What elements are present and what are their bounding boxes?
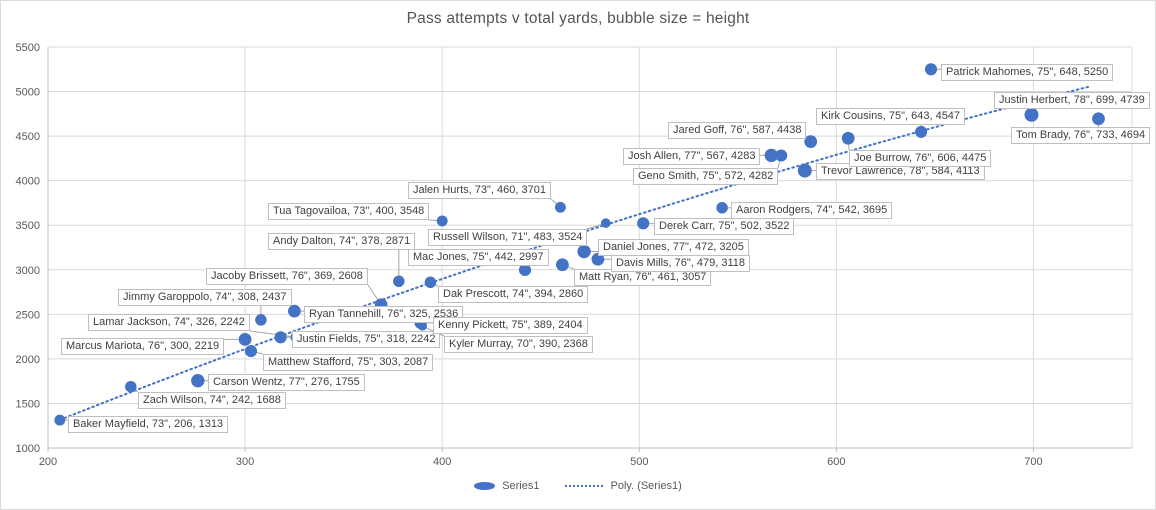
x-axis-tick-label: 500 <box>630 456 648 468</box>
y-axis-tick-label: 2500 <box>16 309 40 321</box>
y-axis-tick-label: 4000 <box>16 176 40 188</box>
y-axis-tick-label: 5500 <box>16 42 40 54</box>
data-label-russell-wilson[interactable]: Russell Wilson, 71", 483, 3524 <box>428 229 588 246</box>
bubble-josh-allen[interactable] <box>764 148 778 163</box>
data-label-aaron-rodgers[interactable]: Aaron Rodgers, 74", 542, 3695 <box>731 202 893 219</box>
legend-item-series1[interactable]: Series1 <box>474 480 539 492</box>
data-label-justin-herbert[interactable]: Justin Herbert, 78", 699, 4739 <box>994 92 1150 109</box>
data-label-davis-mills[interactable]: Davis Mills, 76", 479, 3118 <box>611 255 751 272</box>
x-axis-tick-label: 200 <box>39 456 57 468</box>
bubble-zach-wilson[interactable] <box>125 380 137 393</box>
bubble-geno-smith[interactable] <box>775 149 788 162</box>
y-axis-tick-label: 2000 <box>16 354 40 366</box>
bubble-jalen-hurts[interactable] <box>554 201 566 213</box>
data-label-derek-carr[interactable]: Derek Carr, 75", 502, 3522 <box>654 218 795 235</box>
data-label-daniel-jones[interactable]: Daniel Jones, 77", 472, 3205 <box>598 239 749 256</box>
bubble-derek-carr[interactable] <box>637 217 650 230</box>
dotted-line-icon <box>565 485 604 487</box>
bubble-jimmy-garoppolo[interactable] <box>255 314 267 326</box>
bubble-jared-goff[interactable] <box>804 135 818 148</box>
bubble-matt-ryan[interactable] <box>556 258 569 272</box>
legend-item-trendline[interactable]: Poly. (Series1) <box>565 480 682 492</box>
data-label-mac-jones[interactable]: Mac Jones, 75", 442, 2997 <box>408 249 549 266</box>
data-label-patrick-mahomes[interactable]: Patrick Mahomes, 75", 648, 5250 <box>941 64 1114 81</box>
data-label-dak-prescott[interactable]: Dak Prescott, 74", 394, 2860 <box>438 286 589 303</box>
data-label-zach-wilson[interactable]: Zach Wilson, 74", 242, 1688 <box>138 392 286 409</box>
y-axis-tick-label: 1500 <box>16 398 40 410</box>
legend: Series1 Poly. (Series1) <box>1 480 1155 492</box>
data-label-marcus-mariota[interactable]: Marcus Mariota, 76", 300, 2219 <box>61 338 225 355</box>
x-axis-tick-label: 700 <box>1024 456 1042 468</box>
x-axis-tick-label: 300 <box>236 456 254 468</box>
bubble-baker-mayfield[interactable] <box>54 414 66 426</box>
y-axis-tick-label: 3500 <box>16 220 40 232</box>
axes-group: 1000 1500 2000 2500 3000 3500 4000 4500 5000 5500… <box>16 42 1132 468</box>
bubble-andy-dalton[interactable] <box>393 275 405 288</box>
bubble-trevor-lawrence[interactable] <box>797 163 812 178</box>
legend-label-series1: Series1 <box>502 480 540 492</box>
bubble-marcus-mariota[interactable] <box>238 333 252 346</box>
y-axis-tick-label: 3000 <box>16 265 40 277</box>
bubble-dak-prescott[interactable] <box>424 276 437 289</box>
poly-trendline[interactable] <box>58 85 1090 421</box>
y-axis-tick-label: 1000 <box>16 443 40 455</box>
bubbles-group <box>54 63 1105 426</box>
bubble-tom-brady[interactable] <box>1092 112 1105 126</box>
chart-title[interactable]: Pass attempts v total yards, bubble size… <box>406 10 750 27</box>
y-axis-tick-label: 5000 <box>16 87 40 99</box>
trendline-group <box>58 85 1090 421</box>
bubble-russell-wilson[interactable] <box>600 218 611 228</box>
x-axis-tick-label: 400 <box>433 456 451 468</box>
bubble-justin-fields[interactable] <box>274 331 287 344</box>
bubble-daniel-jones[interactable] <box>577 244 591 259</box>
data-label-jimmy-garoppolo[interactable]: Jimmy Garoppolo, 74", 308, 2437 <box>118 289 292 306</box>
data-label-tom-brady[interactable]: Tom Brady, 76", 733, 4694 <box>1011 127 1151 144</box>
bubble-kirk-cousins[interactable] <box>915 125 928 138</box>
bubble-joe-burrow[interactable] <box>841 131 855 145</box>
data-label-matt-ryan[interactable]: Matt Ryan, 76", 461, 3057 <box>574 269 712 286</box>
bubble-tua-tagovailoa[interactable] <box>436 215 448 227</box>
data-label-jacoby-brissett[interactable]: Jacoby Brissett, 76", 369, 2608 <box>206 268 368 285</box>
bubble-marker-icon <box>474 482 496 490</box>
data-label-geno-smith[interactable]: Geno Smith, 75", 572, 4282 <box>633 168 779 185</box>
data-label-kyler-murray[interactable]: Kyler Murray, 70", 390, 2368 <box>444 336 593 353</box>
bubble-kyler-murray[interactable] <box>418 321 427 331</box>
bubble-justin-herbert[interactable] <box>1024 107 1039 122</box>
legend-label-trendline: Poly. (Series1) <box>610 480 682 492</box>
data-label-baker-mayfield[interactable]: Baker Mayfield, 73", 206, 1313 <box>68 416 229 433</box>
data-label-jalen-hurts[interactable]: Jalen Hurts, 73", 460, 3701 <box>408 182 551 199</box>
data-label-carson-wentz[interactable]: Carson Wentz, 77", 276, 1755 <box>208 374 365 391</box>
bubble-ryan-tannehill[interactable] <box>288 304 301 318</box>
data-label-jared-goff[interactable]: Jared Goff, 76", 587, 4438 <box>668 122 807 139</box>
leader-line <box>249 330 297 338</box>
data-label-kirk-cousins[interactable]: Kirk Cousins, 75", 643, 4547 <box>816 108 966 125</box>
data-label-josh-allen[interactable]: Josh Allen, 77", 567, 4283 <box>623 148 761 165</box>
data-label-andy-dalton[interactable]: Andy Dalton, 74", 378, 2871 <box>268 233 416 250</box>
data-label-tua-tagovailoa[interactable]: Tua Tagovailoa, 73", 400, 3548 <box>268 203 430 220</box>
data-label-kenny-pickett[interactable]: Kenny Pickett, 75", 389, 2404 <box>433 317 588 334</box>
data-label-lamar-jackson[interactable]: Lamar Jackson, 74", 326, 2242 <box>88 314 250 331</box>
data-label-joe-burrow[interactable]: Joe Burrow, 76", 606, 4475 <box>849 150 992 167</box>
bubble-aaron-rodgers[interactable] <box>716 202 728 214</box>
bubble-matthew-stafford[interactable] <box>244 345 258 358</box>
bubble-patrick-mahomes[interactable] <box>924 63 938 76</box>
bubble-davis-mills[interactable] <box>591 252 605 266</box>
bubble-mac-jones[interactable] <box>518 263 532 277</box>
y-axis-tick-label: 4500 <box>16 131 40 143</box>
data-label-matthew-stafford[interactable]: Matthew Stafford, 75", 303, 2087 <box>263 354 434 371</box>
x-axis-tick-label: 600 <box>827 456 845 468</box>
data-label-justin-fields[interactable]: Justin Fields, 75", 318, 2242 <box>292 331 441 348</box>
data-label-ryan-tannehill[interactable]: Ryan Tannehill, 76", 325, 2536 <box>304 306 464 323</box>
bubble-carson-wentz[interactable] <box>191 374 205 388</box>
